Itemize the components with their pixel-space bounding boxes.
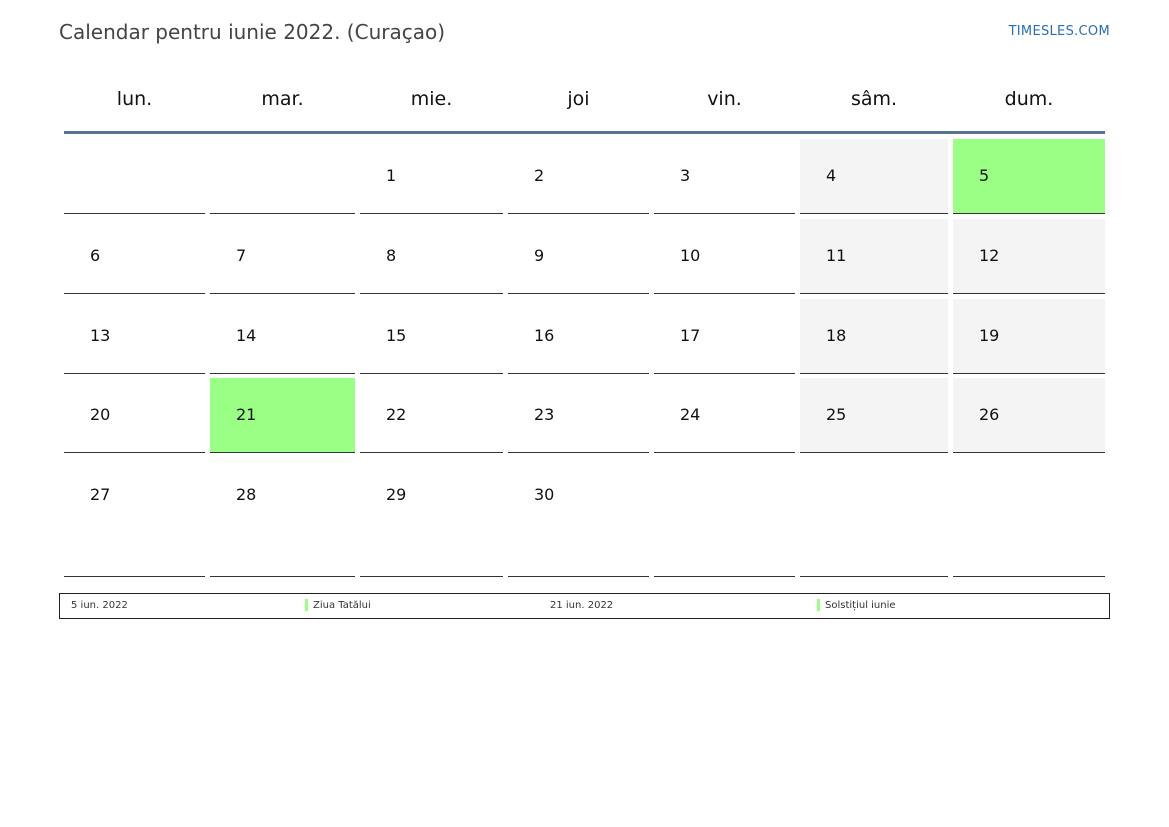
- day-cell: 20: [64, 378, 205, 453]
- holiday-day-cell: 5: [953, 139, 1105, 214]
- day-number: 20: [90, 405, 111, 424]
- day-number: 2: [534, 166, 545, 185]
- day-cell: 7: [210, 219, 355, 294]
- day-cell: 14: [210, 299, 355, 374]
- weekday-label: vin.: [707, 88, 742, 110]
- brand-link[interactable]: TIMESLES.COM: [1008, 24, 1110, 39]
- day-cell: 10: [654, 219, 795, 294]
- day-number: 9: [534, 246, 545, 265]
- day-cell: 8: [360, 219, 503, 294]
- day-number: 15: [386, 326, 407, 345]
- day-cell: 28: [210, 458, 355, 577]
- day-number: 24: [680, 405, 701, 424]
- day-cell: [654, 458, 795, 577]
- day-cell: 25: [800, 378, 948, 453]
- day-cell: [64, 139, 205, 214]
- day-number: 25: [826, 405, 847, 424]
- day-number: 7: [236, 246, 247, 265]
- weekday-label: joi: [567, 88, 590, 110]
- day-cell: 12: [953, 219, 1105, 294]
- day-cell: [953, 458, 1105, 577]
- day-cell: 9: [508, 219, 649, 294]
- day-number: 27: [90, 485, 111, 504]
- day-cell: 3: [654, 139, 795, 214]
- day-cell: 17: [654, 299, 795, 374]
- day-number: 17: [680, 326, 701, 345]
- weekday-label: mar.: [261, 88, 304, 110]
- day-cell: 23: [508, 378, 649, 453]
- day-number: 12: [979, 246, 1000, 265]
- holiday-legend: 5 iun. 2022 Ziua Tatălui 21 iun. 2022 So…: [59, 593, 1110, 619]
- legend-date-1: 5 iun. 2022: [71, 600, 128, 611]
- day-number: 30: [534, 485, 555, 504]
- day-cell: 13: [64, 299, 205, 374]
- day-cell: 11: [800, 219, 948, 294]
- weekday-label: lun.: [116, 88, 153, 110]
- day-cell: 24: [654, 378, 795, 453]
- legend-color-mark-2: [817, 599, 820, 611]
- day-number: 18: [826, 326, 847, 345]
- day-cell: 4: [800, 139, 948, 214]
- day-number: 22: [386, 405, 407, 424]
- day-number: 19: [979, 326, 1000, 345]
- day-cell: [210, 139, 355, 214]
- day-cell: 2: [508, 139, 649, 214]
- day-number: 6: [90, 246, 101, 265]
- day-cell: 16: [508, 299, 649, 374]
- weekday-label: mie.: [410, 88, 453, 110]
- day-number: 21: [236, 405, 257, 424]
- day-number: 11: [826, 246, 847, 265]
- day-number: 28: [236, 485, 257, 504]
- legend-color-mark-1: [305, 599, 308, 611]
- holiday-day-cell: 21: [210, 378, 355, 453]
- day-cell: 18: [800, 299, 948, 374]
- day-cell: 1: [360, 139, 503, 214]
- day-number: 13: [90, 326, 111, 345]
- header-divider: [64, 131, 1105, 134]
- day-cell: 27: [64, 458, 205, 577]
- day-number: 29: [386, 485, 407, 504]
- weekday-label: sâm.: [850, 88, 898, 110]
- day-cell: 30: [508, 458, 649, 577]
- day-cell: 15: [360, 299, 503, 374]
- day-number: 3: [680, 166, 691, 185]
- page-title: Calendar pentru iunie 2022. (Curaçao): [59, 20, 446, 44]
- legend-holiday-name-1: Ziua Tatălui: [313, 600, 371, 611]
- day-cell: 19: [953, 299, 1105, 374]
- day-number: 14: [236, 326, 257, 345]
- day-number: 16: [534, 326, 555, 345]
- day-cell: 22: [360, 378, 503, 453]
- day-number: 10: [680, 246, 701, 265]
- day-number: 1: [386, 166, 397, 185]
- day-number: 8: [386, 246, 397, 265]
- day-number: 26: [979, 405, 1000, 424]
- weekday-header-row: lun. mar. mie. joi vin. sâm. dum.: [62, 60, 1108, 134]
- day-cell: 26: [953, 378, 1105, 453]
- legend-holiday-name-2: Solstițiul iunie: [825, 600, 896, 611]
- day-cell: 6: [64, 219, 205, 294]
- day-cell: 29: [360, 458, 503, 577]
- day-cell: [800, 458, 948, 577]
- weekday-label: dum.: [1004, 88, 1054, 110]
- legend-date-2: 21 iun. 2022: [550, 600, 614, 611]
- day-number: 23: [534, 405, 555, 424]
- day-number: 5: [979, 166, 990, 185]
- day-number: 4: [826, 166, 837, 185]
